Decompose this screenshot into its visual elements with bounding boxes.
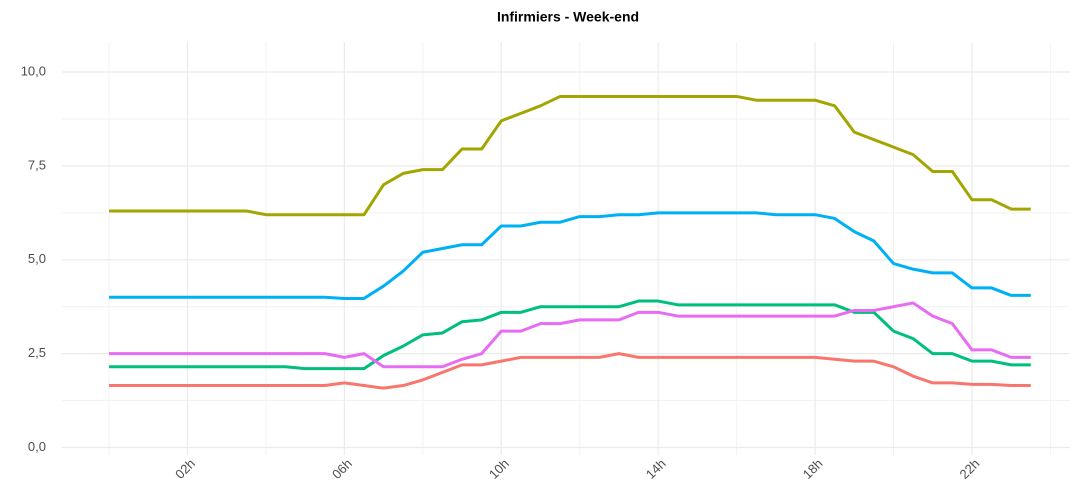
line-series — [109, 94, 1031, 217]
x-tick-label: 14h — [643, 456, 669, 482]
line-series — [109, 301, 1031, 369]
grid — [62, 42, 1070, 455]
line-series — [109, 352, 1031, 390]
x-tick-label: 22h — [957, 456, 983, 482]
y-tick-label: 2,5 — [28, 345, 46, 360]
line-series — [109, 299, 1031, 371]
line-series — [109, 211, 1031, 300]
x-tick-label: 18h — [800, 456, 826, 482]
chart-title: Infirmiers - Week-end — [497, 9, 639, 25]
x-tick-label: 02h — [172, 456, 198, 482]
y-tick-label: 0,0 — [28, 439, 46, 454]
y-tick-label: 5,0 — [28, 251, 46, 266]
y-tick-label: 10,0 — [21, 63, 46, 78]
x-tick-label: 06h — [329, 456, 355, 482]
y-tick-label: 7,5 — [28, 157, 46, 172]
x-tick-label: 10h — [486, 456, 512, 482]
